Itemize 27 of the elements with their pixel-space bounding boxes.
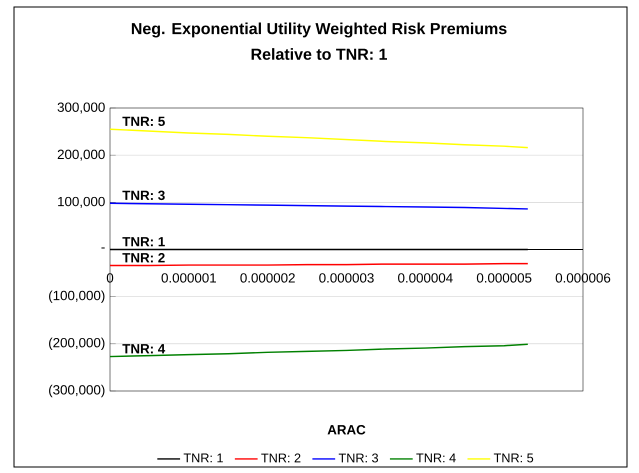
- legend-label: TNR: 2: [261, 453, 300, 462]
- annotation: TNR: 2: [122, 253, 165, 262]
- x-tick-label: 0.000004: [398, 273, 453, 283]
- legend-label: TNR: 5: [494, 454, 534, 462]
- chart-subtitle: Relative to TNR: 1: [252, 48, 387, 60]
- y-tick-label: -: [101, 247, 105, 248]
- x-tick-label: 0.000001: [162, 273, 216, 283]
- y-tick-label: (200,000): [49, 338, 104, 350]
- x-tick-label: 0.000002: [240, 273, 295, 283]
- x-tick-label: 0.000006: [556, 273, 610, 283]
- chart-title: Neg. Exponential Utility Weighted Risk Premiums: [132, 22, 507, 38]
- annotation: TNR: 1: [122, 237, 165, 246]
- annotation: TNR: 5: [122, 116, 165, 126]
- x-tick-label: 0.000005: [476, 273, 532, 283]
- x-axis-title: ARAC: [328, 425, 366, 434]
- y-tick-label: 200,000: [58, 150, 105, 161]
- annotation: TNR: 4: [122, 344, 166, 354]
- legend-label: TNR: 4: [416, 454, 456, 462]
- y-tick-label: 300,000: [58, 102, 105, 114]
- legend-label: TNR: 3: [338, 453, 378, 462]
- x-tick-label: 0.000003: [319, 273, 374, 283]
- y-tick-label: (100,000): [49, 290, 104, 303]
- y-tick-label: 100,000: [58, 196, 105, 208]
- legend-label: TNR: 1: [184, 454, 223, 462]
- x-tick-label: 0: [106, 273, 114, 283]
- annotation: TNR: 3: [122, 190, 165, 200]
- y-tick-label: (300,000): [49, 384, 104, 398]
